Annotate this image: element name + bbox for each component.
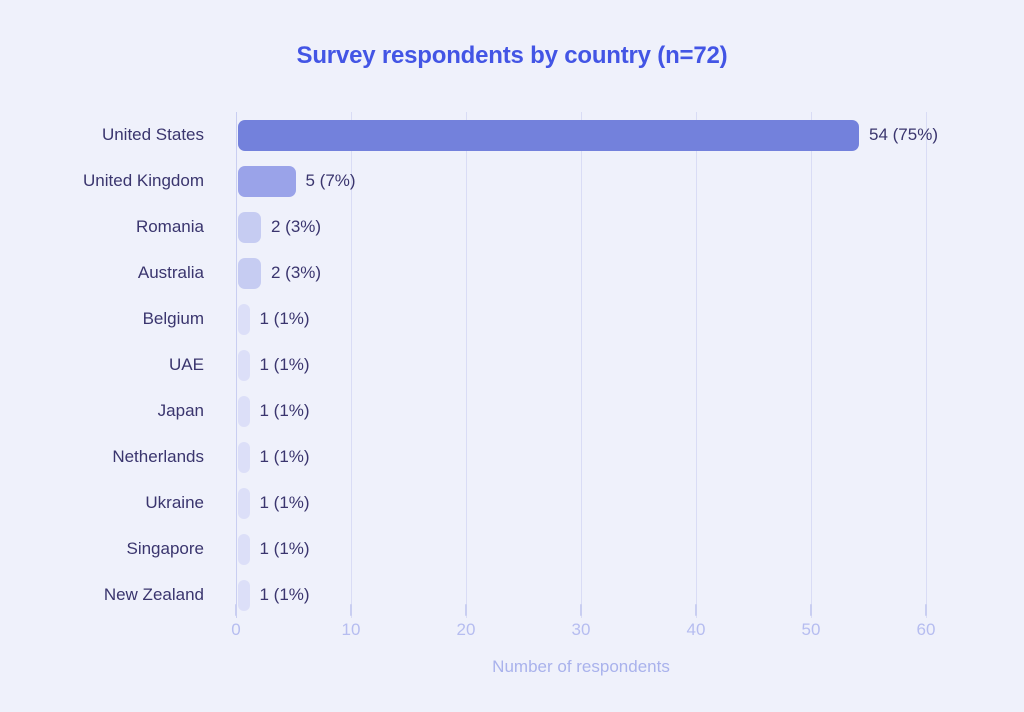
value-label: 54 (75%) bbox=[869, 125, 938, 144]
category-label: Belgium bbox=[142, 309, 204, 328]
category-label: United States bbox=[101, 125, 204, 144]
category-label: Romania bbox=[135, 217, 204, 236]
category-label: Singapore bbox=[126, 539, 204, 558]
grid-line bbox=[811, 112, 812, 618]
bar-row: 54 (75%) bbox=[236, 112, 938, 158]
value-label: 1 (1%) bbox=[259, 447, 310, 466]
value-label: 1 (1%) bbox=[259, 585, 310, 604]
tick-mark bbox=[580, 604, 582, 616]
bar bbox=[238, 257, 261, 289]
value-label: 2 (3%) bbox=[271, 263, 322, 282]
grid-line bbox=[696, 112, 697, 618]
tick-mark bbox=[349, 604, 352, 616]
bar bbox=[238, 119, 859, 151]
bar-row: 1 (1%) bbox=[236, 480, 926, 526]
value-label: 1 (1%) bbox=[259, 309, 310, 328]
bar bbox=[238, 579, 250, 611]
tick-label: 0 bbox=[231, 620, 241, 639]
bar-row: 2 (3%) bbox=[236, 250, 926, 296]
bar bbox=[238, 165, 296, 197]
bar-row: 1 (1%) bbox=[236, 434, 926, 480]
grid-line bbox=[466, 112, 467, 618]
tick-mark bbox=[235, 604, 237, 616]
bar-row: 5 (7%) bbox=[236, 158, 926, 204]
chart-title: Survey respondents by country (n=72) bbox=[296, 42, 728, 69]
category-labels: United States United Kingdom Romania Austra… bbox=[0, 112, 204, 618]
tick-mark bbox=[464, 604, 467, 616]
category-label: Australia bbox=[137, 263, 204, 282]
tick-label: 30 bbox=[571, 620, 591, 639]
value-label: 1 (1%) bbox=[259, 539, 310, 558]
x-axis-ticks: 0 10 20 30 40 50 60 bbox=[231, 620, 935, 642]
tick-mark bbox=[925, 604, 927, 616]
plot-area: 54 (75%) 5 (7%) 2 (3%) 2 (3%) 1 (1%) 1 (1%) 1 … bbox=[235, 112, 938, 618]
bar-row: 1 (1%) bbox=[236, 296, 926, 342]
category-label: New Zealand bbox=[103, 585, 204, 604]
tick-mark bbox=[810, 604, 812, 616]
bar-row: 2 (3%) bbox=[236, 204, 926, 250]
bar bbox=[238, 395, 250, 427]
grid-line bbox=[351, 112, 352, 618]
category-label: Netherlands bbox=[112, 447, 204, 466]
bar bbox=[238, 211, 261, 243]
tick-label: 50 bbox=[801, 620, 821, 639]
tick-label: 10 bbox=[341, 620, 361, 639]
bar-row: 1 (1%) bbox=[236, 342, 926, 388]
value-label: 1 (1%) bbox=[259, 493, 310, 512]
bar bbox=[238, 303, 250, 335]
value-label: 5 (7%) bbox=[305, 171, 356, 190]
value-label: 2 (3%) bbox=[271, 217, 322, 236]
x-axis-label: Number of respondents bbox=[492, 657, 670, 676]
grid-line bbox=[236, 112, 237, 618]
bar-row: 1 (1%) bbox=[236, 526, 926, 572]
category-label: United Kingdom bbox=[83, 171, 204, 190]
bar bbox=[238, 349, 250, 381]
bar-row: 1 (1%) bbox=[236, 572, 926, 618]
tick-label: 20 bbox=[456, 620, 476, 639]
tick-label: 60 bbox=[916, 620, 936, 639]
category-label: Ukraine bbox=[145, 493, 204, 512]
bar-row: 1 (1%) bbox=[236, 388, 926, 434]
bar bbox=[238, 441, 250, 473]
grid-line bbox=[581, 112, 582, 618]
tick-mark bbox=[694, 604, 697, 616]
grid-line bbox=[926, 112, 927, 618]
category-label: Japan bbox=[157, 401, 204, 420]
bar bbox=[238, 487, 250, 519]
bar bbox=[238, 533, 250, 565]
tick-label: 40 bbox=[686, 620, 706, 639]
value-label: 1 (1%) bbox=[259, 401, 310, 420]
category-label: UAE bbox=[169, 355, 204, 374]
value-label: 1 (1%) bbox=[259, 355, 310, 374]
